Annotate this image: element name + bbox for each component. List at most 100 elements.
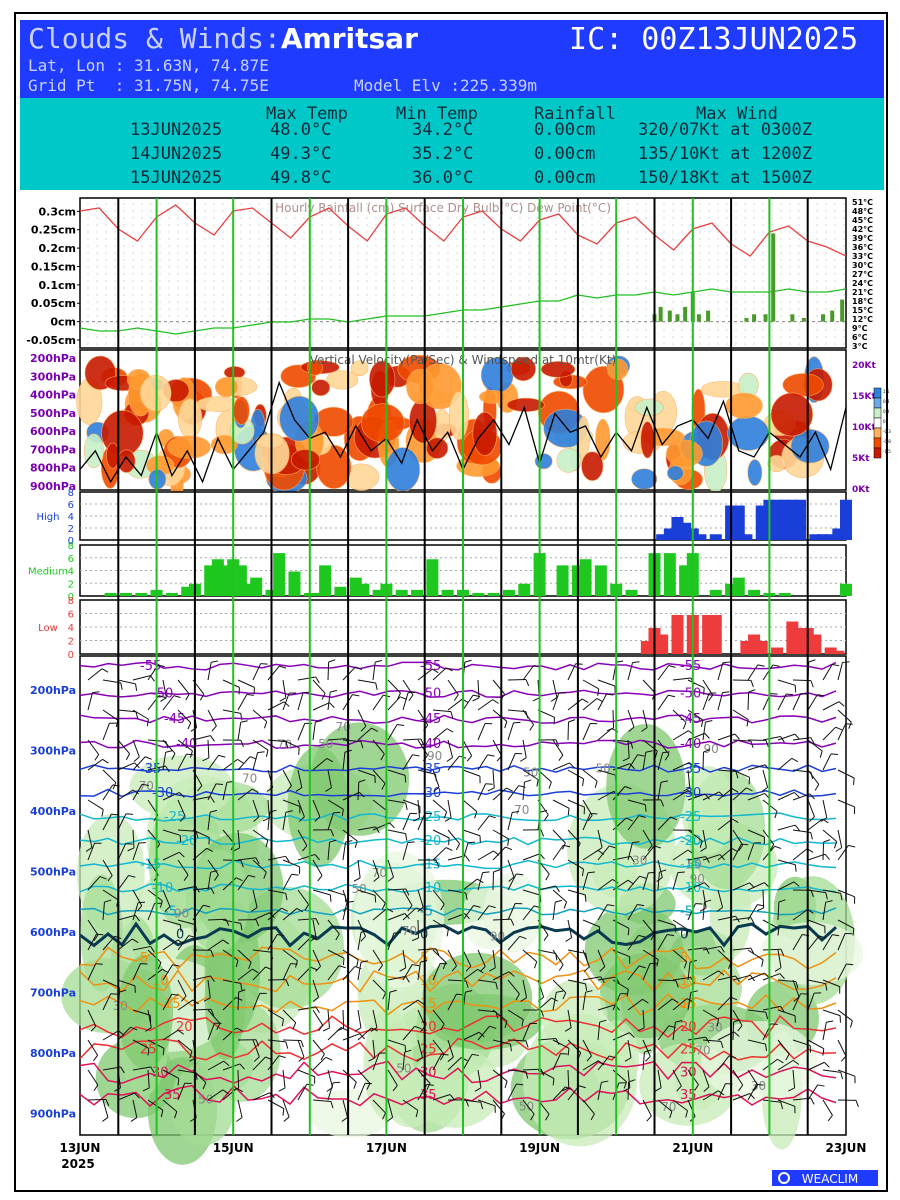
wind-barb xyxy=(687,947,706,951)
grid-dot xyxy=(456,203,458,205)
grid-dot xyxy=(411,245,413,247)
grid-dot xyxy=(303,273,305,275)
wind-barb xyxy=(312,722,316,741)
wind-barb-flag xyxy=(110,993,118,995)
grid-dot xyxy=(384,322,386,324)
grid-dot xyxy=(528,238,530,240)
grid-dot xyxy=(240,224,242,226)
grid-dot xyxy=(528,336,530,338)
grid-dot xyxy=(312,252,314,254)
wind-barb-flag xyxy=(197,785,203,792)
wind-barb xyxy=(822,1009,841,1017)
wind-barb xyxy=(657,694,669,711)
grid-dot xyxy=(132,280,134,282)
wind-barb xyxy=(822,902,827,921)
grid-dot xyxy=(87,259,89,261)
wind-barb-flag xyxy=(738,844,744,852)
grid-dot xyxy=(285,329,287,331)
column-header: Max Wind xyxy=(696,104,778,124)
wind-barb xyxy=(627,842,633,861)
wind-barb-flag xyxy=(704,793,710,800)
rh-label: 50 xyxy=(396,1061,411,1075)
grid-dot xyxy=(339,343,341,345)
grid-dot xyxy=(186,336,188,338)
grid-dot xyxy=(492,315,494,317)
legend-value: -0.3 xyxy=(883,429,891,434)
grid-dot xyxy=(834,273,836,275)
wind-barb-flag xyxy=(432,668,439,674)
grid-dot xyxy=(222,245,224,247)
wind-barb-flag xyxy=(386,908,394,913)
grid-dot xyxy=(825,210,827,212)
isotherm-line xyxy=(79,1014,837,1039)
grid-dot xyxy=(492,343,494,345)
grid-dot xyxy=(600,294,602,296)
grid-dot xyxy=(303,315,305,317)
grid-dot xyxy=(204,308,206,310)
isotherm-label: -10 xyxy=(152,881,173,896)
wind-barb xyxy=(597,949,606,967)
wind-barb-flag xyxy=(248,962,252,969)
wind-barb-flag xyxy=(235,960,239,968)
isotherm-label: -45 xyxy=(164,712,185,727)
grid-dot xyxy=(600,273,602,275)
wind-barb-flag xyxy=(474,1087,482,1092)
x-year-label: 2025 xyxy=(61,1157,94,1171)
wind-barb-flag xyxy=(465,980,469,988)
wind-barb-flag xyxy=(750,680,754,688)
grid-dot xyxy=(564,266,566,268)
wind-barb xyxy=(447,993,457,1011)
wind-barb xyxy=(597,1055,610,1071)
grid-dot xyxy=(465,329,467,331)
wind-barb-flag xyxy=(171,753,176,760)
wind-barb xyxy=(312,949,322,967)
grid-dot xyxy=(672,343,674,345)
grid-dot xyxy=(780,294,782,296)
wind-barb-flag xyxy=(785,1053,790,1061)
grid-dot xyxy=(123,224,125,226)
grid-dot xyxy=(303,280,305,282)
grid-dot xyxy=(474,238,476,240)
grid-dot xyxy=(429,266,431,268)
wind-barb-flag xyxy=(450,711,454,719)
wind-barb xyxy=(147,1009,152,1028)
wind-barb xyxy=(87,1009,97,1027)
grid-dot xyxy=(762,301,764,303)
wind-barb-flag xyxy=(298,1056,305,1062)
grid-dot xyxy=(780,231,782,233)
grid-dot xyxy=(789,273,791,275)
wind-barb xyxy=(342,1069,357,1083)
grid-dot xyxy=(429,280,431,282)
wind-barb-flag xyxy=(183,874,189,881)
wind-barb xyxy=(282,812,287,831)
wind-barb xyxy=(582,769,598,782)
wind-barb xyxy=(87,799,104,810)
wind-barb xyxy=(372,694,384,711)
grid-dot xyxy=(717,301,719,303)
grid-dot xyxy=(150,280,152,282)
wind-barb xyxy=(672,998,688,1011)
grid-dot xyxy=(384,259,386,261)
grid-dot xyxy=(663,238,665,240)
grid-dot xyxy=(537,308,539,310)
wind-barb-flag xyxy=(660,799,665,807)
grid-dot xyxy=(132,203,134,205)
wind-barb xyxy=(597,904,608,921)
grid-dot xyxy=(681,266,683,268)
grid-dot xyxy=(780,343,782,345)
grid-dot xyxy=(564,210,566,212)
wind-barb xyxy=(567,1009,572,1028)
grid-dot xyxy=(177,210,179,212)
grid-dot xyxy=(843,238,845,240)
grid-dot xyxy=(105,301,107,303)
grid-dot xyxy=(465,252,467,254)
grid-dot xyxy=(159,329,161,331)
grid-dot xyxy=(339,252,341,254)
grid-dot xyxy=(510,217,512,219)
grid-dot xyxy=(213,224,215,226)
grid-dot xyxy=(537,322,539,324)
grid-dot xyxy=(492,217,494,219)
wind-barb xyxy=(567,769,584,780)
velocity-blob xyxy=(448,391,469,440)
grid-dot xyxy=(267,301,269,303)
